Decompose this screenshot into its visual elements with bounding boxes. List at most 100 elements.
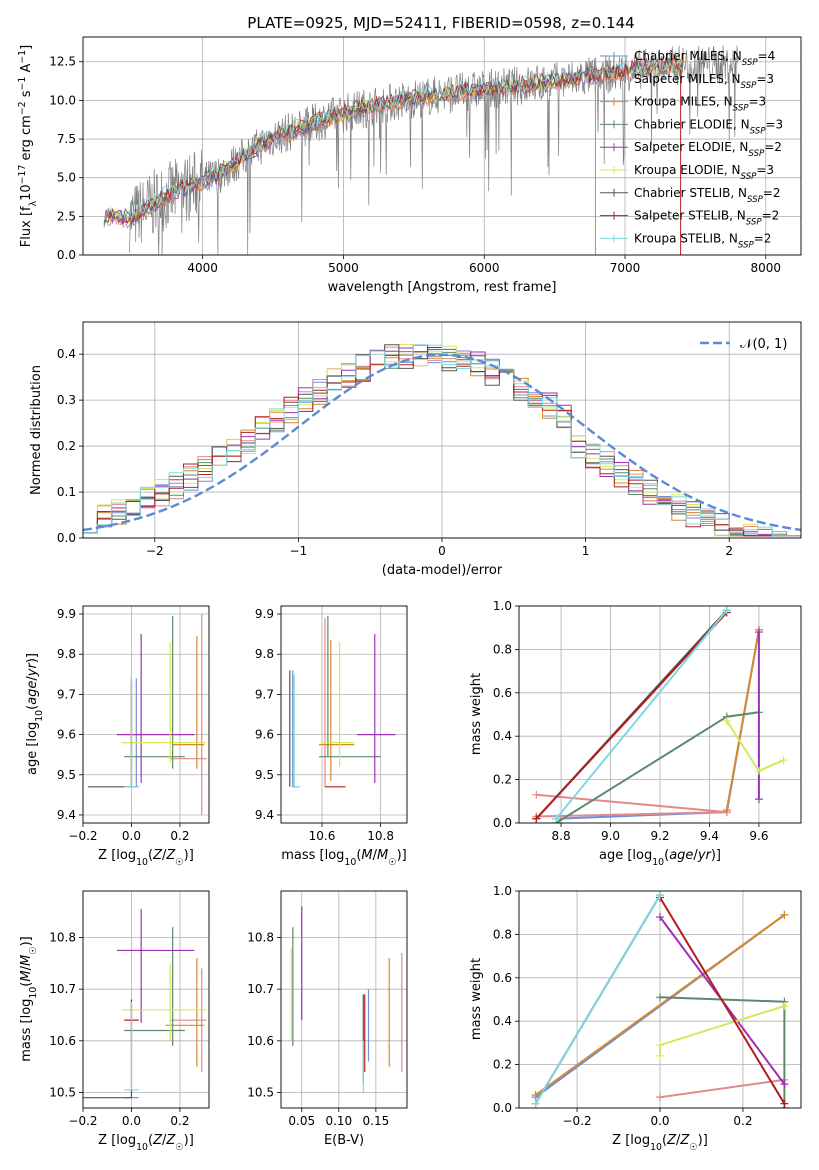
label-part: =2 xyxy=(763,186,781,200)
y-tick-label: 5.0 xyxy=(57,171,76,185)
plot-area xyxy=(83,343,801,537)
plot-area xyxy=(290,906,403,1093)
panel-mass-vs-ebv: 0.05 0.10 0.15 10.5 10.6 10.7 10.8 E(B-V) xyxy=(247,890,408,1148)
legend-label: Salpeter MILES, NSSP=3 xyxy=(634,72,774,91)
x-axis-label: E(B-V) xyxy=(324,1133,364,1148)
grid xyxy=(82,891,209,1108)
plot-area xyxy=(289,616,396,788)
label-part: −2 xyxy=(17,101,28,115)
y-axis-label: mass weight xyxy=(469,673,484,755)
label-part: =3 xyxy=(756,72,774,86)
label-part: age xyxy=(25,681,40,705)
x-tick-label: 0.05 xyxy=(288,1114,315,1128)
label-part: −1 xyxy=(17,50,28,64)
y-tick-label: 10.8 xyxy=(49,931,76,945)
error-bar-point xyxy=(83,1004,133,1099)
label-part: / xyxy=(25,676,40,681)
label-part: ] xyxy=(19,45,34,50)
label-part: ( xyxy=(662,1133,667,1148)
label-part: Z [log xyxy=(98,1133,136,1148)
x-axis-label: (data-model)/error xyxy=(382,563,503,578)
x-tick-label: 10.6 xyxy=(309,829,336,843)
label-part: wavelength [Angstrom, rest frame] xyxy=(328,280,557,295)
weight-marker xyxy=(532,814,541,823)
plot-area xyxy=(531,891,789,1108)
weight-line xyxy=(659,1005,785,1056)
label-part: )] xyxy=(397,848,407,863)
axes-frame xyxy=(82,605,210,824)
error-bar-point xyxy=(170,968,207,1072)
error-bar-point xyxy=(319,640,355,781)
weight-marker xyxy=(779,756,788,765)
label-part: 10 xyxy=(650,1142,662,1153)
label-part: SSP xyxy=(746,218,763,228)
label-part: ( xyxy=(148,848,153,863)
weight-marker xyxy=(754,795,763,804)
error-bar-point xyxy=(165,958,205,1067)
label-part: Z xyxy=(165,1133,176,1148)
label-part: 10 xyxy=(34,710,45,722)
panel-weight-vs-Z: −0.2 0.0 0.20.00.20.40.60.81.0Z [log10(Z/Z… xyxy=(469,884,802,1153)
normal-reference-curve xyxy=(83,353,801,532)
x-tick-label: 1 xyxy=(582,544,590,558)
label-part: yr xyxy=(25,661,40,677)
weight-marker xyxy=(656,891,664,900)
x-tick-label: 9.2 xyxy=(650,829,669,843)
x-axis-label: age [log10(age/yr)] xyxy=(599,848,721,868)
y-axis-label: Flux [fλ10−17 erg cm−2 s−1 A−1] xyxy=(17,45,39,247)
label-part: Chabrier STELIB, N xyxy=(634,186,747,200)
x-tick-label: 0.2 xyxy=(170,1114,189,1128)
label-part: )] xyxy=(184,1133,194,1148)
y-tick-label: 0.6 xyxy=(493,971,512,985)
label-part: Z xyxy=(679,1133,690,1148)
plot-area xyxy=(83,909,207,1099)
label-part: =3 xyxy=(749,95,767,109)
label-part: age xyxy=(669,848,693,863)
weight-line xyxy=(659,896,786,1105)
label-part: SSP xyxy=(748,149,765,159)
label-part: λ xyxy=(28,200,39,206)
label-part: ( xyxy=(664,848,669,863)
x-tick-label: 7000 xyxy=(610,261,641,275)
y-tick-label: 9.9 xyxy=(57,607,76,621)
label-part: / xyxy=(373,848,378,863)
grid xyxy=(82,606,209,823)
label-part: Z xyxy=(165,848,176,863)
x-axis-label: mass [log10(M/M☉)] xyxy=(281,848,407,868)
x-tick-label: 6000 xyxy=(469,261,500,275)
y-tick-label: 10.5 xyxy=(49,1086,76,1100)
x-tick-label: 8.8 xyxy=(552,829,571,843)
error-bar-point xyxy=(116,634,195,783)
legend-label: Kroupa MILES, NSSP=3 xyxy=(634,95,766,114)
label-part: ☉ xyxy=(689,1142,697,1153)
y-tick-label: 10.8 xyxy=(247,931,274,945)
label-part: Salpeter MILES, N xyxy=(634,72,741,86)
x-axis-label: Z [log10(Z/Z☉)] xyxy=(98,848,194,868)
label-part: =3 xyxy=(756,163,774,177)
y-tick-label: 9.4 xyxy=(57,808,76,822)
panel-spectrum: 4000 5000 6000 7000 8000 0.0 2.5 5.0 7.5 10.0 12.5… xyxy=(17,36,802,295)
weight-line xyxy=(535,611,728,820)
weight-line xyxy=(659,1078,785,1099)
y-tick-label: 0.2 xyxy=(493,773,512,787)
panel-weight-vs-age: 8.8 9.0 9.2 9.4 9.6 0.0 0.2 0.4 0.6 0.8 1.0 age [lo… xyxy=(469,599,802,868)
label-part: Chabrier MILES, N xyxy=(634,49,742,63)
y-tick-label: 0.2 xyxy=(57,439,76,453)
axes-frame xyxy=(280,890,408,1109)
x-tick-label: 0.2 xyxy=(170,829,189,843)
weight-marker xyxy=(754,628,763,637)
y-axis-label: Normed distribution xyxy=(29,365,44,495)
label-part: 10 xyxy=(136,1142,148,1153)
label-part: Z [log xyxy=(612,1133,650,1148)
weight-marker xyxy=(656,1041,664,1050)
weight-marker xyxy=(531,1099,540,1108)
weight-marker xyxy=(722,606,731,615)
weight-marker xyxy=(754,766,763,775)
label-part: Salpeter ELODIE, N xyxy=(634,140,748,154)
y-tick-label: 0.0 xyxy=(493,1101,512,1115)
label-part: =2 xyxy=(764,140,782,154)
label-part: yr xyxy=(697,848,713,863)
x-tick-label: 4000 xyxy=(187,261,218,275)
legend-label: Chabrier MILES, NSSP=4 xyxy=(634,49,775,68)
